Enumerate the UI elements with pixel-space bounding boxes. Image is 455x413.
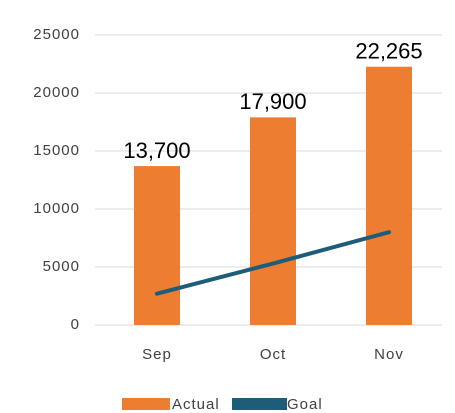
- y-tick-label: 20000: [33, 84, 80, 101]
- goal-line: [155, 230, 391, 296]
- bar: [250, 117, 296, 325]
- bar: [366, 66, 412, 325]
- value-label: 17,900: [239, 89, 306, 114]
- x-tick-label: Sep: [142, 346, 172, 363]
- y-tick-label: 25000: [33, 26, 80, 43]
- value-label: 22,265: [355, 39, 422, 64]
- y-tick-label: 10000: [33, 200, 80, 217]
- y-tick-label: 0: [71, 316, 80, 333]
- value-label: 13,700: [123, 138, 190, 163]
- x-tick-label: Oct: [260, 346, 286, 363]
- x-tick-label: Nov: [374, 346, 404, 363]
- legend-swatch: [122, 398, 170, 410]
- bar: [134, 166, 180, 325]
- legend-label: Goal: [287, 396, 323, 413]
- legend-label: Actual: [172, 396, 220, 413]
- legend-swatch: [232, 398, 287, 410]
- y-tick-label: 15000: [33, 142, 80, 159]
- y-tick-label: 5000: [43, 258, 80, 275]
